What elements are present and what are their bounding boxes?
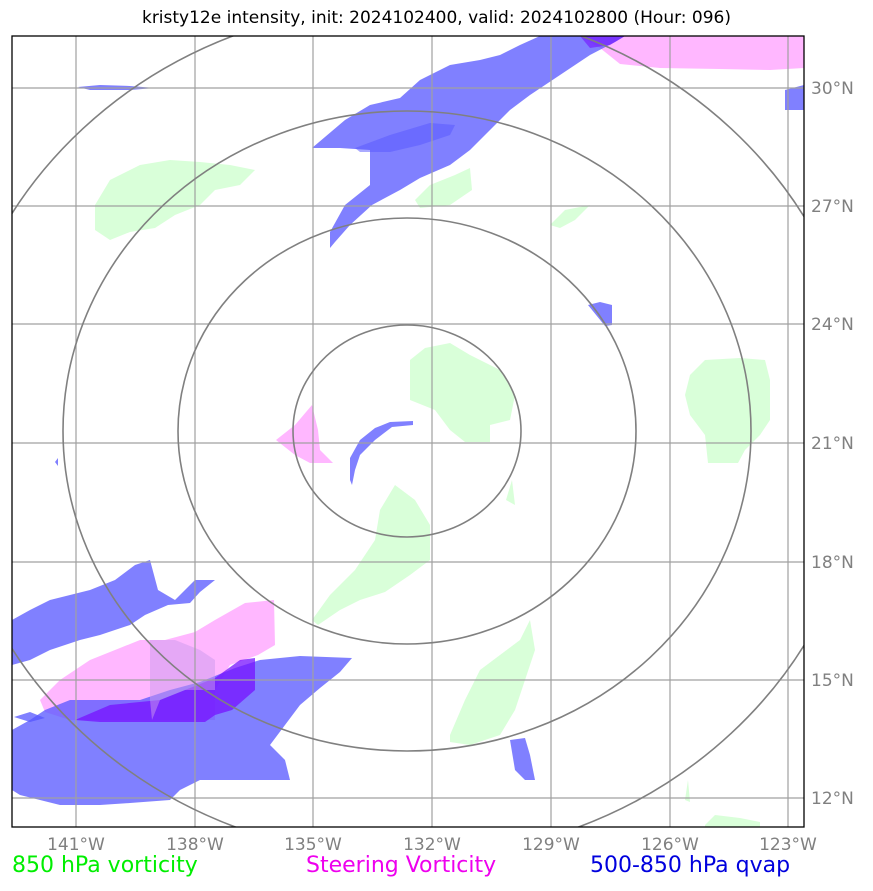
range-ring-2 <box>177 217 637 645</box>
legend-steering-vorticity: Steering Vorticity <box>306 853 497 878</box>
lat-label: 30°N <box>811 79 854 99</box>
latitude-labels: 30°N 27°N 24°N 21°N 18°N 15°N 12°N <box>811 79 854 809</box>
map-frame <box>11 35 805 828</box>
lon-label: 132°W <box>403 835 461 855</box>
vorticity-850-field <box>95 160 770 827</box>
legend-vorticity-850: 850 hPa vorticity <box>12 853 198 878</box>
map-plot-area <box>12 36 804 827</box>
range-rings <box>12 36 804 827</box>
lon-label: 129°W <box>522 835 580 855</box>
range-ring-1 <box>292 324 522 538</box>
lat-label: 24°N <box>811 315 854 335</box>
lon-label: 138°W <box>166 835 224 855</box>
lat-label: 12°N <box>811 789 854 809</box>
qvap-field <box>12 36 804 805</box>
lon-label: 126°W <box>641 835 699 855</box>
lat-label: 27°N <box>811 197 854 217</box>
lat-label: 21°N <box>811 434 854 454</box>
lat-label: 18°N <box>811 553 854 573</box>
map-title: kristy12e intensity, init: 2024102400, v… <box>141 8 732 28</box>
lon-label: 141°W <box>47 835 105 855</box>
lat-label: 15°N <box>811 671 854 691</box>
range-ring-3 <box>62 110 752 752</box>
lon-label: 135°W <box>284 835 342 855</box>
lon-label: 123°W <box>759 835 817 855</box>
longitude-labels: 141°W 138°W 135°W 132°W 129°W 126°W 123°… <box>47 835 817 855</box>
graticule <box>12 36 804 827</box>
legend-qvap: 500-850 hPa qvap <box>590 853 791 878</box>
